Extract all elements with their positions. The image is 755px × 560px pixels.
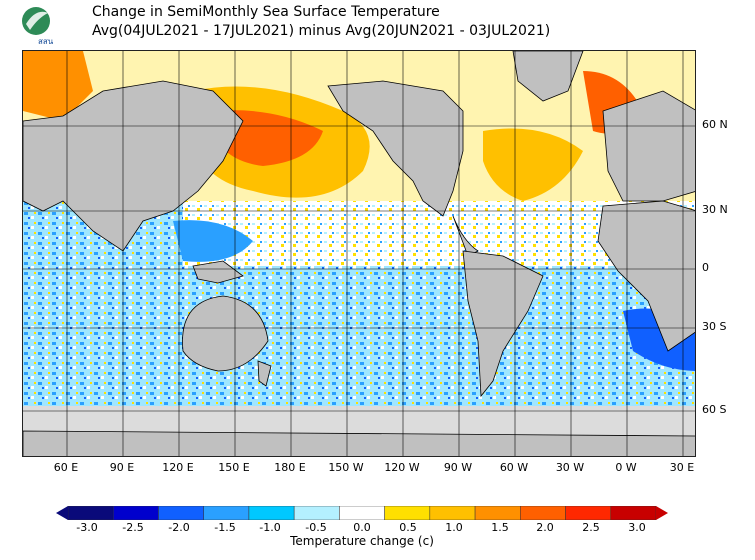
europe-landmass	[602, 90, 695, 202]
colorbar-cell	[112, 506, 159, 520]
lon-label-90e: 90 E	[109, 461, 135, 474]
colorbar-tick-label: 0.0	[353, 521, 371, 534]
colorbar-min-arrow	[56, 506, 68, 520]
lon-label-120e: 120 E	[162, 461, 194, 474]
colorbar-tick-label: -0.5	[305, 521, 327, 534]
colorbar-tick-label: 1.0	[445, 521, 463, 534]
lat-label-60n: 60 N	[702, 118, 728, 131]
colorbar-cell	[474, 506, 521, 520]
lat-label-30s: 30 S	[702, 320, 727, 333]
title-line-2: Avg(04JUL2021 - 17JUL2021) minus Avg(20J…	[92, 23, 551, 39]
colorbar-tick-label: -3.0	[76, 521, 98, 534]
maritime-continent-islands	[192, 260, 244, 284]
australia-landmass	[182, 295, 269, 372]
colorbar-tick-label: 3.0	[628, 521, 646, 534]
colorbar-tick-label: -1.0	[259, 521, 281, 534]
africa-landmass	[597, 200, 695, 352]
grid-lines	[23, 51, 695, 456]
colorbar-cell	[158, 506, 204, 520]
barents-warm-patch	[23, 51, 93, 121]
colorbar-cell	[610, 506, 657, 520]
colorbar-title: Temperature change (c)	[290, 534, 434, 548]
map-canvas	[23, 51, 695, 456]
lat-label-60s: 60 S	[702, 403, 727, 416]
colorbar-tick-label: 2.5	[582, 521, 600, 534]
south-america-landmass	[462, 250, 544, 398]
asia-landmass	[23, 80, 244, 252]
colorbar-cell	[384, 506, 431, 520]
colorbar-cell	[339, 506, 385, 520]
colorbar-cell	[520, 506, 566, 520]
logo-text: สสน	[38, 37, 54, 46]
colorbar	[56, 506, 668, 520]
colorbar-cell	[293, 506, 340, 520]
colorbar-cell	[203, 506, 250, 520]
lon-label-60w: 60 W	[499, 461, 529, 474]
central-america-landmass	[452, 215, 479, 257]
north-atlantic-warm-region	[483, 128, 583, 201]
colorbar-tick-label: 1.5	[491, 521, 509, 534]
colorbar-cell	[429, 506, 476, 520]
lon-label-60e: 60 E	[53, 461, 79, 474]
lat-label-30n: 30 N	[702, 203, 728, 216]
antarctica-landmass	[23, 430, 695, 456]
lon-label-150w: 150 W	[328, 461, 364, 474]
colorbar-tick-label: -1.5	[214, 521, 236, 534]
colorbar-tick-label: -2.0	[168, 521, 190, 534]
colorbar-cell	[565, 506, 612, 520]
southern-cool-band	[23, 266, 695, 416]
lon-label-150e: 150 E	[218, 461, 250, 474]
colorbar-cell	[248, 506, 295, 520]
colorbar-tick-label: 0.5	[399, 521, 417, 534]
land-masses	[23, 51, 695, 456]
colorbar-tick-label: -2.5	[122, 521, 144, 534]
lat-label-equator: 0	[702, 261, 709, 274]
north-america-landmass	[327, 80, 464, 217]
west-pacific-cool-patch	[173, 220, 253, 262]
colorbar-tick-label: 2.0	[536, 521, 554, 534]
map-title: Change in SemiMonthly Sea Surface Temper…	[92, 3, 550, 41]
greenland-landmass	[512, 51, 584, 102]
title-line-1: Change in SemiMonthly Sea Surface Temper…	[92, 4, 440, 20]
lon-label-120w: 120 W	[384, 461, 420, 474]
colorbar-cell	[67, 506, 114, 520]
new-zealand-landmass	[257, 360, 272, 387]
colorbar-cells	[67, 506, 657, 520]
colorbar-max-arrow	[656, 506, 668, 520]
lon-label-0w: 0 W	[615, 461, 637, 474]
logo: สสน	[14, 4, 64, 46]
lon-label-90w: 90 W	[443, 461, 473, 474]
lon-label-30w: 30 W	[555, 461, 585, 474]
logo-leaf-icon	[26, 11, 48, 30]
lon-label-30e: 30 E	[669, 461, 695, 474]
sst-change-map	[22, 50, 696, 457]
lon-label-180e: 180 E	[274, 461, 306, 474]
